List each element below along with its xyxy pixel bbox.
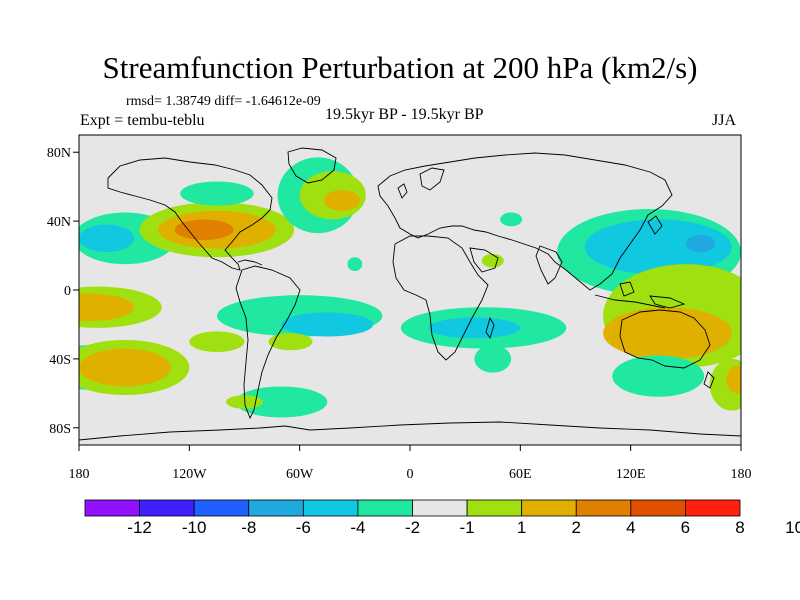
contour-region-13 <box>79 293 135 321</box>
contour-region-16 <box>79 348 171 387</box>
indonesia-coast <box>594 294 666 309</box>
antarctica-coast <box>79 421 741 441</box>
colorbar-label-10: 6 <box>681 518 690 537</box>
contour-fields <box>79 157 741 418</box>
experiment-label: Expt = tembu-teblu <box>80 112 205 129</box>
lon-tick-label-4: 60E <box>509 467 532 482</box>
contour-region-4 <box>174 219 234 241</box>
british-isles-coast <box>397 183 408 199</box>
colorbar-label-4: -4 <box>350 518 365 537</box>
contour-region-27 <box>584 219 732 275</box>
coastlines <box>79 147 741 441</box>
scandinavia-coast <box>419 167 445 191</box>
india-coast <box>535 245 563 285</box>
map-axes: 180 120W 60W 0 60E 120E 180 80N 40N 0 40S 80S <box>47 146 752 482</box>
colorbar-swatch-0 <box>84 499 140 517</box>
lon-tick-label-1: 120W <box>172 467 207 482</box>
contour-region-11 <box>500 212 523 227</box>
colorbar-label-11: 8 <box>735 518 744 537</box>
season-label: JJA <box>712 112 737 129</box>
colorbar-swatch-1 <box>139 499 195 517</box>
africa-coast <box>392 235 489 361</box>
colorbar-label-3: -6 <box>296 518 311 537</box>
contour-region-31 <box>612 355 705 397</box>
south-america-coast <box>235 265 301 420</box>
colorbar-label-5: -2 <box>405 518 420 537</box>
colorbar-swatch-8 <box>521 499 577 517</box>
contour-region-17 <box>189 331 245 352</box>
contour-region-8 <box>180 181 254 206</box>
lat-tick-label-2: 0 <box>64 284 71 299</box>
colorbar-swatch-11 <box>685 499 741 517</box>
lon-tick-label-0: 180 <box>69 467 90 482</box>
lat-tick-label-3: 40S <box>49 353 71 368</box>
colorbar-swatch-4 <box>302 499 359 517</box>
contour-region-20 <box>268 333 313 351</box>
stats-text: rmsd= 1.38749 diff= -1.64612e-09 <box>126 94 321 109</box>
lat-tick-label-0: 80N <box>47 146 71 161</box>
contour-region-30 <box>603 307 732 359</box>
colorbar-swatch-9 <box>575 499 632 517</box>
contour-region-10 <box>481 253 504 268</box>
colorbar-swatch-10 <box>630 499 686 517</box>
japan-coast <box>647 215 663 235</box>
lon-tick-label-6: 180 <box>731 467 752 482</box>
contour-region-7 <box>323 190 361 211</box>
lon-tick-label-3: 0 <box>407 467 414 482</box>
colorbar-label-9: 4 <box>626 518 635 537</box>
colorbar-swatch-3 <box>248 499 304 517</box>
lon-tick-label-5: 120E <box>616 467 646 482</box>
contour-region-21 <box>235 386 328 418</box>
madagascar-coast <box>485 316 495 340</box>
colorbar-label-0: -12 <box>127 518 152 537</box>
greenland-coast <box>287 147 337 184</box>
eurasia-coast <box>377 152 673 291</box>
colorbar-label-1: -10 <box>182 518 207 537</box>
lat-tick-label-1: 40N <box>47 215 71 230</box>
colorbar-swatch-6 <box>412 499 468 517</box>
chart-title: Streamfunction Perturbation at 200 hPa (… <box>102 50 698 85</box>
colorbar-label-7: 1 <box>517 518 526 537</box>
colorbar: -12-10-8-6-4-2-1124681012 <box>84 499 800 537</box>
contour-region-28 <box>685 234 716 253</box>
colorbar-label-12: 10 <box>785 518 800 537</box>
contour-region-24 <box>428 317 521 339</box>
period-label: 19.5kyr BP - 19.5kyr BP <box>325 106 484 123</box>
colorbar-label-6: -1 <box>460 518 475 537</box>
colorbar-label-2: -8 <box>241 518 256 537</box>
caribbean-coast <box>237 259 263 266</box>
australia-coast <box>619 309 711 369</box>
new-zealand-coast <box>703 371 715 389</box>
contour-region-19 <box>281 312 374 337</box>
borneo-coast <box>619 281 635 297</box>
contour-region-1 <box>79 224 135 253</box>
colorbar-swatch-7 <box>466 499 523 517</box>
contour-region-25 <box>474 345 512 373</box>
colorbar-swatch-5 <box>357 499 413 517</box>
arabia-coast <box>469 247 499 273</box>
north-america-coast <box>107 157 273 271</box>
colorbar-label-8: 2 <box>572 518 581 537</box>
contour-region-33 <box>726 365 741 394</box>
contour-region-9 <box>347 257 363 272</box>
lat-tick-label-4: 80S <box>49 422 71 437</box>
lon-tick-label-2: 60W <box>286 467 314 482</box>
colorbar-swatch-2 <box>193 499 250 517</box>
new-guinea-coast <box>649 295 686 309</box>
